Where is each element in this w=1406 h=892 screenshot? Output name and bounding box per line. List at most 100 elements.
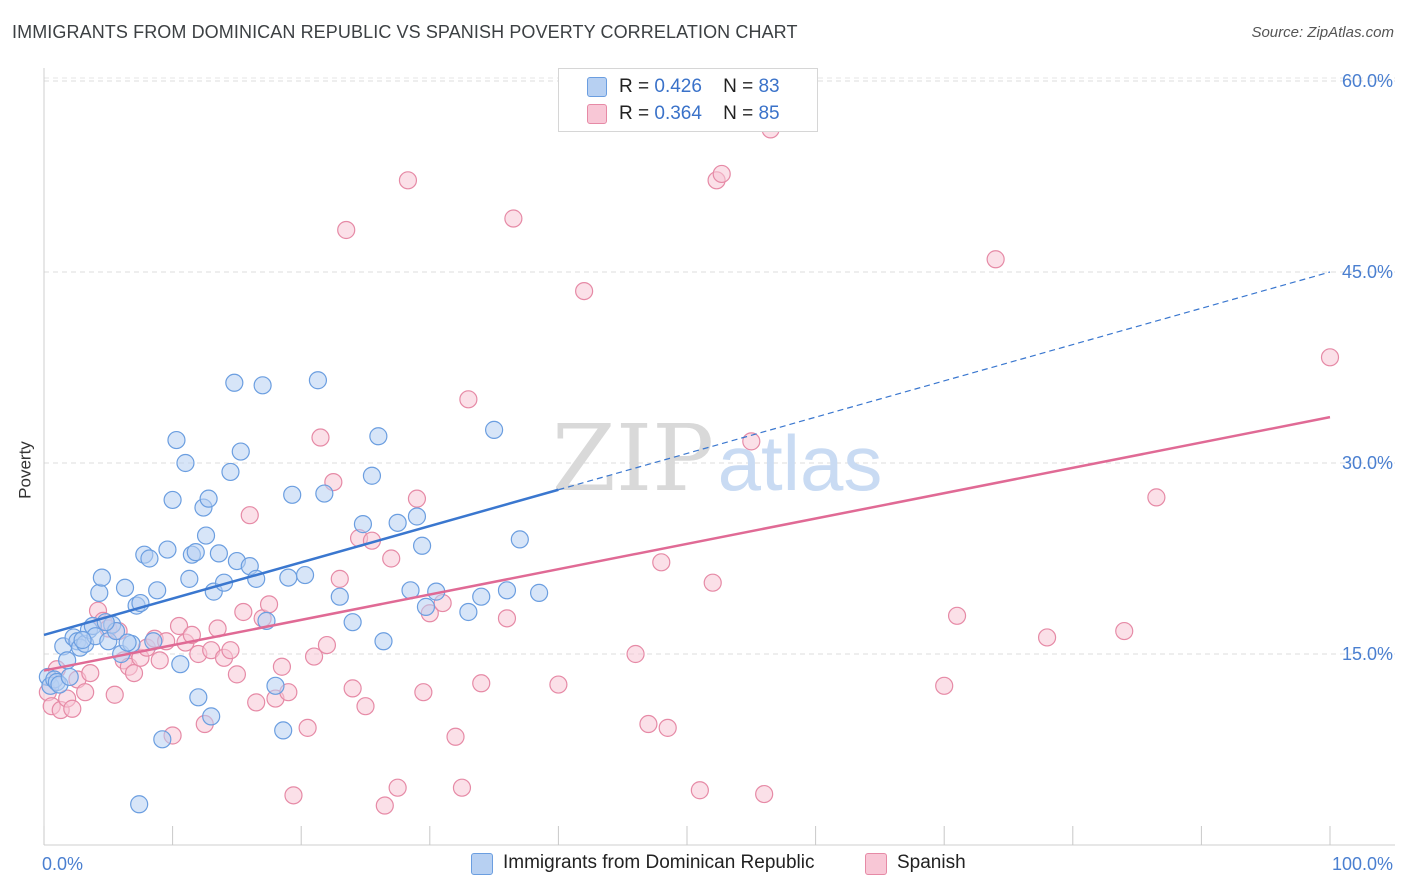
data-point [221, 462, 240, 482]
data-point [712, 164, 731, 184]
data-point [690, 781, 709, 800]
data-point [388, 778, 407, 797]
data-point [150, 651, 169, 670]
legend-n-value: 85 [758, 103, 780, 124]
data-point [76, 683, 95, 702]
watermark-atlas: atlas [718, 419, 883, 507]
y-tick-label: 45.0% [1342, 262, 1393, 282]
data-point [295, 565, 315, 585]
data-point [330, 569, 349, 588]
data-point [472, 674, 491, 693]
data-point [658, 718, 677, 737]
bottom-legend-label: Spanish [897, 852, 966, 873]
legend-swatch-blue [587, 77, 607, 97]
data-point [1037, 628, 1057, 647]
data-point [947, 606, 967, 625]
legend-r-label: R = [619, 76, 650, 97]
data-point [1115, 621, 1134, 641]
data-point [416, 597, 436, 616]
data-point [182, 625, 201, 645]
data-point [171, 655, 190, 674]
legend-r-value: 0.426 [654, 76, 702, 97]
data-point [530, 583, 549, 602]
data-point [485, 420, 504, 439]
x-tick-label: 0.0% [42, 854, 83, 874]
data-point [234, 602, 253, 622]
data-point [253, 376, 272, 395]
y-tick-label: 60.0% [1342, 71, 1393, 91]
data-point [374, 632, 393, 651]
data-point [298, 718, 317, 737]
data-point [382, 549, 401, 568]
data-point [202, 707, 221, 726]
data-point [167, 430, 186, 450]
y-tick-label: 30.0% [1342, 453, 1393, 473]
data-point [81, 663, 100, 683]
watermark-zip: ZIP [552, 405, 714, 512]
data-point [304, 647, 324, 666]
data-point [105, 685, 124, 704]
data-point [196, 526, 216, 545]
data-point [199, 489, 218, 508]
data-point [227, 665, 246, 684]
bottom-legend-label: Immigrants from Dominican Republic [503, 852, 815, 873]
data-point [375, 796, 394, 815]
trend-line-dominican [43, 488, 559, 637]
data-point [225, 373, 244, 392]
data-point [266, 676, 285, 695]
data-point [73, 630, 92, 650]
data-point [124, 663, 144, 683]
data-point [497, 609, 517, 628]
data-point [369, 427, 388, 446]
data-point [158, 540, 177, 559]
trend-line-dominican-extension [558, 271, 1331, 491]
data-point [356, 697, 375, 716]
data-point [140, 549, 159, 568]
data-point [414, 683, 433, 702]
data-point [240, 506, 259, 525]
data-point [935, 676, 954, 695]
data-point [60, 667, 79, 687]
data-point [279, 568, 298, 587]
data-point [284, 786, 303, 805]
data-point [317, 635, 337, 655]
data-point [176, 453, 195, 473]
data-point [130, 795, 149, 814]
chart-title: IMMIGRANTS FROM DOMINICAN REPUBLIC VS SP… [12, 22, 798, 42]
data-point [755, 784, 774, 804]
data-point [986, 250, 1005, 269]
data-point [472, 587, 491, 606]
data-point [231, 442, 250, 461]
trend-lines [43, 271, 1331, 672]
data-point [272, 657, 292, 676]
data-point [398, 171, 418, 190]
legend-r-value: 0.364 [654, 103, 702, 124]
data-point [459, 602, 478, 622]
data-point [452, 778, 472, 797]
data-point [446, 727, 465, 746]
data-point [308, 371, 328, 390]
data-point [652, 553, 671, 572]
trend-line-spanish [43, 415, 1331, 672]
data-point [549, 675, 568, 694]
data-point [63, 699, 82, 718]
data-point [407, 489, 427, 508]
data-point [169, 616, 189, 636]
data-point [186, 543, 205, 562]
source-label: Source: ZipAtlas.com [1251, 24, 1394, 41]
data-point [115, 578, 135, 597]
data-point [703, 573, 722, 592]
data-point [330, 587, 349, 606]
data-point [163, 490, 182, 510]
tick-labels: 15.0% 30.0% 45.0% 60.0% 0.0% 100.0% [42, 71, 1393, 874]
data-point [510, 530, 529, 549]
data-point [1320, 348, 1340, 367]
watermark: ZIP atlas [552, 405, 882, 512]
data-point [118, 633, 137, 652]
data-point [337, 220, 356, 240]
data-point [353, 515, 373, 534]
data-point [343, 613, 362, 632]
data-point [247, 693, 266, 712]
data-point [153, 730, 172, 749]
